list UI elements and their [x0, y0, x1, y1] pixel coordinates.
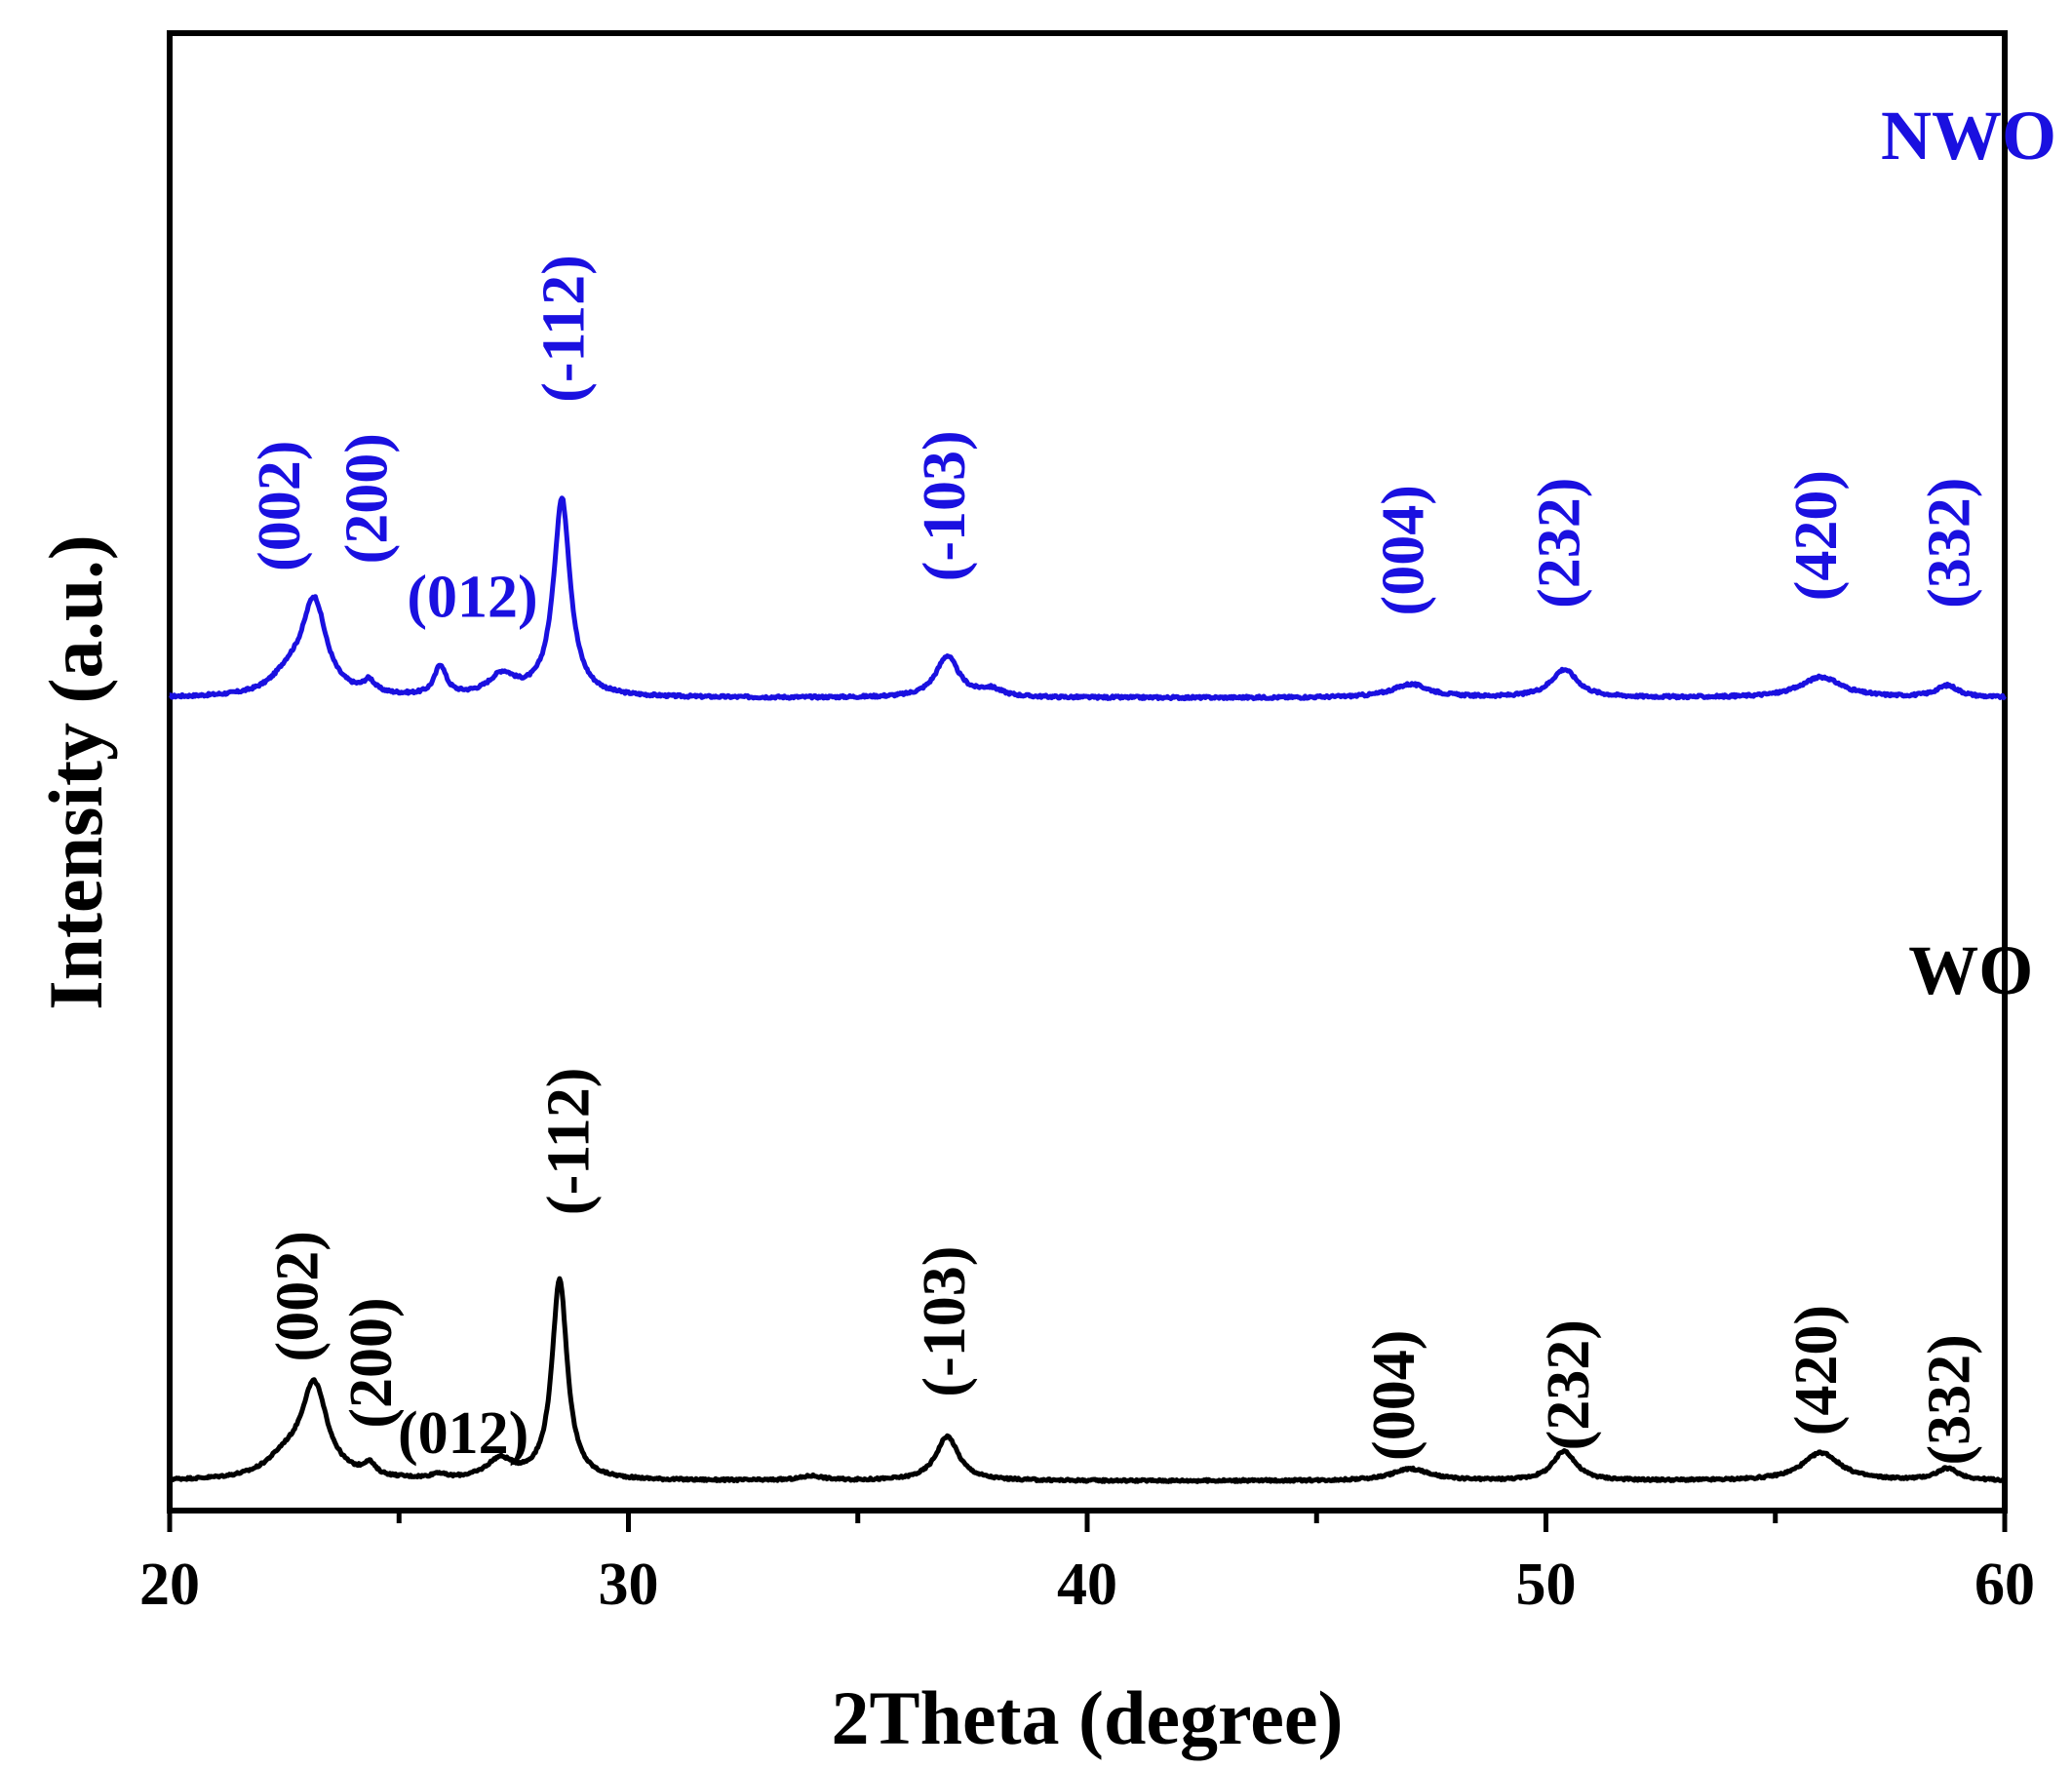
peak-annotations: (002) (200)(012)(-112)(-103) (004) (232) (42…: [247, 255, 1983, 1467]
x-tick-label: 60: [1974, 1552, 2035, 1618]
peak-label-wo: (012): [398, 1400, 528, 1467]
peak-label-nwo: (-103): [912, 430, 978, 581]
peak-label-nwo: (420): [1783, 470, 1850, 601]
series-label-wo: WO: [1908, 931, 2033, 1009]
x-tick-label: 40: [1057, 1552, 1117, 1618]
x-tick-label: 50: [1516, 1552, 1577, 1618]
series-labels: NWO WO: [1881, 97, 2056, 1009]
plot-frame: [167, 30, 2008, 1513]
series-line-wo: [168, 1276, 2007, 1484]
peak-label-nwo: (012): [407, 565, 537, 631]
peak-label-nwo: (332): [1917, 478, 1983, 609]
peak-label-wo: (200): [338, 1297, 405, 1428]
x-tick-label: 20: [139, 1552, 200, 1618]
peak-label-wo: (-103): [912, 1246, 978, 1397]
peak-label-nwo: (004): [1371, 485, 1437, 615]
x-tick-label: 30: [599, 1552, 659, 1618]
peak-label-wo: (232): [1536, 1319, 1602, 1450]
x-axis-title: 2Theta (degree): [832, 1675, 1344, 1760]
y-axis-title: Intensity (a.u.): [33, 534, 118, 1010]
peak-label-nwo: (232): [1527, 478, 1593, 609]
series-label-nwo: NWO: [1881, 97, 2056, 175]
series-layer: [168, 495, 2008, 1484]
peak-label-wo: (420): [1783, 1305, 1850, 1435]
peak-label-wo: (-112): [535, 1068, 602, 1216]
series-line-nwo: [168, 495, 2008, 702]
peak-label-wo: (332): [1917, 1334, 1983, 1465]
peak-label-nwo: (200): [333, 433, 400, 564]
x-axis-ticks: 20 30 40 50 60: [139, 1511, 2035, 1618]
peak-label-nwo: (002): [247, 441, 313, 571]
peak-label-wo: (004): [1361, 1330, 1427, 1461]
peak-label-wo: (002): [265, 1231, 332, 1361]
peak-label-nwo: (-112): [531, 255, 598, 403]
